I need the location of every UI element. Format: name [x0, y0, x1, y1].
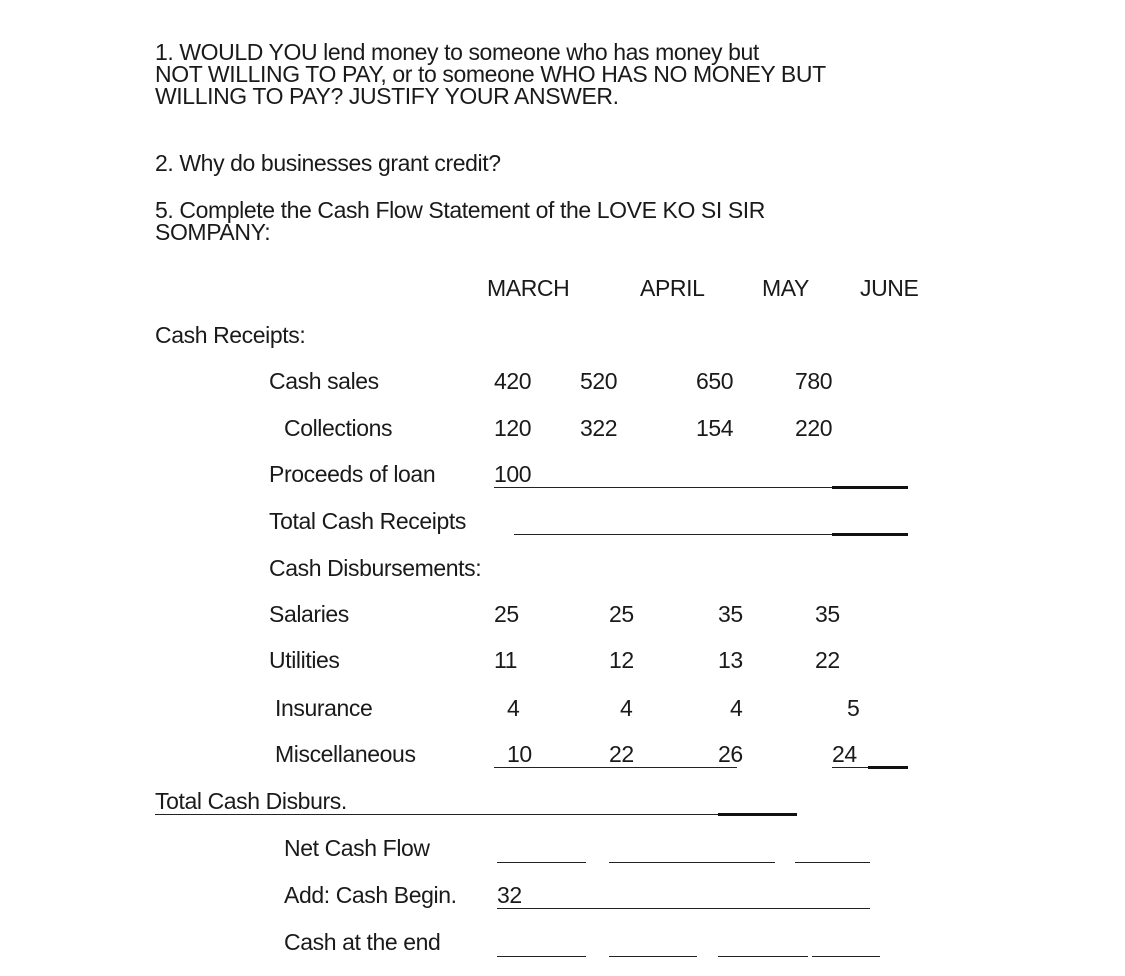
- cell: 25: [609, 601, 634, 627]
- cell: 100: [494, 461, 532, 487]
- cell: 35: [815, 601, 840, 627]
- cell: 24: [832, 741, 857, 767]
- row-label: Total Cash Receipts: [269, 508, 466, 534]
- month-header: JUNE: [860, 275, 919, 301]
- cell: 520: [580, 368, 618, 394]
- underline: [832, 767, 868, 768]
- blank-line: [718, 956, 808, 957]
- cell: 4: [620, 695, 633, 721]
- blank-line: [609, 956, 697, 957]
- question-2: 2. Why do businesses grant credit?: [155, 150, 501, 176]
- cell: 5: [847, 695, 860, 721]
- cell: 420: [494, 368, 532, 394]
- underline: [494, 767, 737, 768]
- q1-line: 1. WOULD YOU lend money to someone who h…: [155, 39, 759, 65]
- cell: 4: [507, 695, 520, 721]
- cell: 26: [718, 741, 743, 767]
- cell: 12: [609, 647, 634, 673]
- row-label: Utilities: [269, 647, 340, 673]
- row-label: Salaries: [269, 601, 349, 627]
- month-header: MARCH: [487, 275, 570, 301]
- cell: 22: [609, 741, 634, 767]
- blank-line: [497, 862, 586, 863]
- row-label: Proceeds of loan: [269, 461, 436, 487]
- cell: 22: [815, 647, 840, 673]
- cell: 154: [696, 415, 734, 441]
- blank-line: [497, 908, 870, 909]
- question-5-line: 5. Complete the Cash Flow Statement of t…: [155, 197, 765, 223]
- underline: [868, 766, 908, 769]
- question-5-line: SOMPANY:: [155, 219, 271, 245]
- cell: 10: [507, 741, 532, 767]
- row-label: Insurance: [275, 695, 373, 721]
- underline: [514, 534, 908, 535]
- row-label: Cash sales: [269, 368, 379, 394]
- cell: 35: [718, 601, 743, 627]
- total-disbursements-label: Total Cash Disburs.: [155, 788, 347, 814]
- underline: [155, 814, 797, 815]
- row-label: Net Cash Flow: [284, 835, 430, 861]
- row-label: Add: Cash Begin.: [284, 882, 457, 908]
- month-header: MAY: [762, 275, 809, 301]
- row-label: Cash at the end: [284, 929, 441, 955]
- cell: 120: [494, 415, 532, 441]
- cell: 650: [696, 368, 734, 394]
- month-header: APRIL: [640, 275, 705, 301]
- cell: 780: [795, 368, 833, 394]
- cell: 322: [580, 415, 618, 441]
- disbursements-label: Cash Disbursements:: [269, 555, 482, 581]
- row-label: Miscellaneous: [275, 741, 416, 767]
- cell: 4: [730, 695, 743, 721]
- cell: 32: [497, 882, 522, 908]
- blank-line: [795, 862, 870, 863]
- underline: [832, 533, 908, 536]
- blank-line: [609, 862, 775, 863]
- blank-line: [812, 956, 880, 957]
- underline: [494, 487, 908, 488]
- row-label: Collections: [284, 415, 393, 441]
- cell: 13: [718, 647, 743, 673]
- cash-receipts-label: Cash Receipts:: [155, 322, 306, 348]
- underline: [718, 813, 797, 816]
- underline: [832, 486, 908, 489]
- cell: 11: [494, 647, 518, 673]
- q1-line: WILLING TO PAY? JUSTIFY YOUR ANSWER.: [155, 83, 619, 109]
- blank-line: [497, 956, 586, 957]
- q1-line: NOT WILLING TO PAY, or to someone WHO HA…: [155, 61, 826, 87]
- cell: 25: [494, 601, 519, 627]
- cell: 220: [795, 415, 833, 441]
